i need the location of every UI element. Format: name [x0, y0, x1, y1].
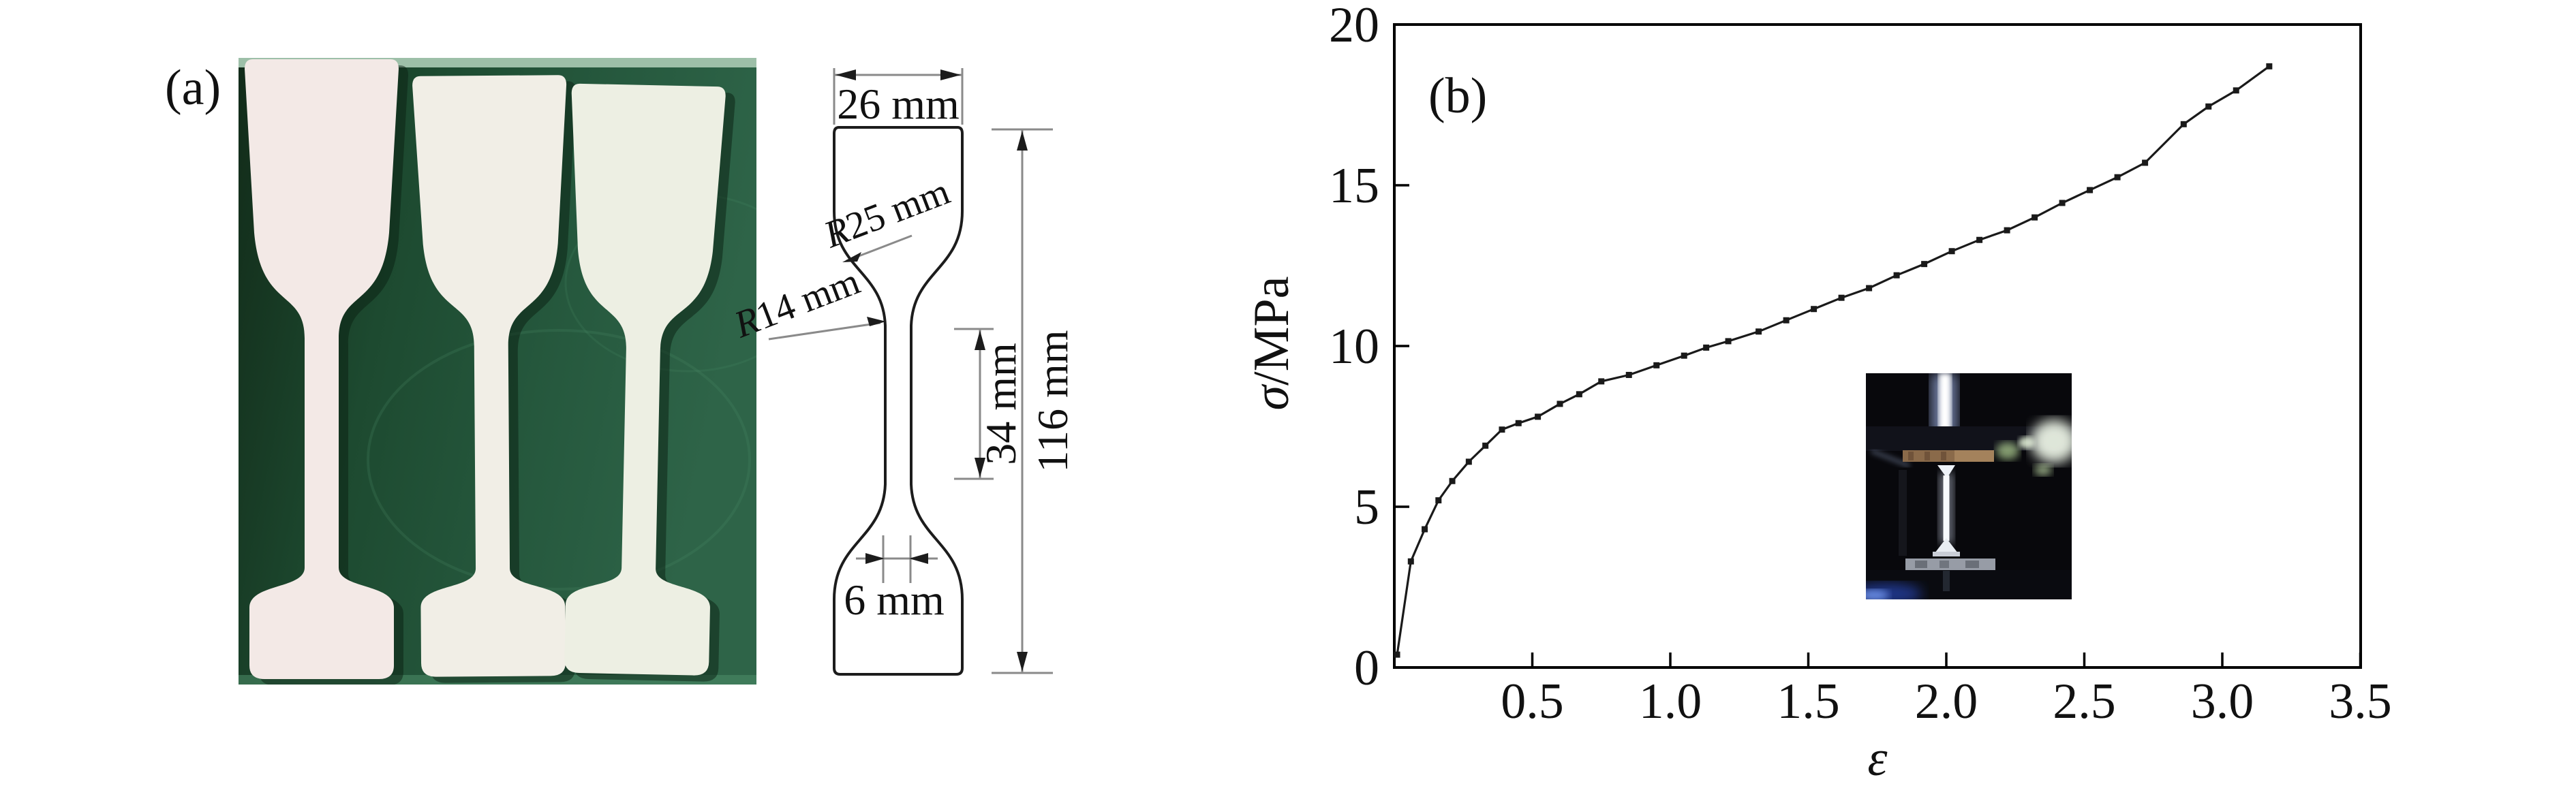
data-point-marker: [2114, 174, 2121, 180]
axis-tick-labels: 0.5 1.0 1.5 2.0 2.5 3.0 3.5 0 5 10 15 20: [1329, 0, 2392, 729]
stretched-specimen-bottom: [1935, 538, 1958, 553]
data-point-marker: [1755, 328, 1762, 335]
data-point-marker: [1725, 338, 1732, 345]
grip-notch: [1925, 452, 1930, 460]
y-tick-label: 0: [1354, 640, 1379, 696]
stress-strain-curve: [1394, 63, 2273, 658]
data-point-marker: [1866, 285, 1873, 292]
grip-notch: [1941, 452, 1946, 460]
data-point-marker: [1465, 458, 1472, 465]
x-tick-label: 3.5: [2329, 674, 2392, 729]
dogbone-specimens: [245, 59, 726, 679]
dim-gauge-width-label: 6 mm: [844, 576, 945, 624]
tensile-test-inset-photo: [1866, 373, 2072, 599]
dim-gauge-length-label: 34 mm: [977, 343, 1025, 465]
x-tick-label: 2.0: [1915, 674, 1978, 729]
bokeh-light: [1996, 442, 2019, 460]
data-point-marker: [1625, 371, 1632, 378]
dimension-top-width: 26 mm: [833, 68, 964, 128]
data-point-marker: [1893, 272, 1900, 279]
dogbone-outline: [833, 126, 964, 676]
data-point-marker: [1499, 426, 1505, 433]
data-point-marker: [2031, 214, 2038, 221]
data-point-marker: [1407, 558, 1414, 565]
x-tick-label: 3.0: [2191, 674, 2254, 729]
blue-glow-core: [1866, 590, 1889, 599]
dimension-gauge-width: 6 mm: [844, 535, 945, 624]
data-point-marker: [1598, 378, 1605, 385]
platform-texture: [1915, 561, 1927, 568]
data-point-marker: [1681, 352, 1687, 359]
axis-ticks: [1394, 184, 2362, 667]
machine-strut: [1899, 470, 1907, 556]
data-point-marker: [2233, 87, 2239, 94]
y-tick-label: 20: [1329, 0, 1379, 53]
data-point-marker: [2004, 227, 2010, 234]
data-point-marker: [1449, 477, 1456, 484]
dim-top-width-label: 26 mm: [837, 80, 960, 128]
data-point-marker: [2266, 63, 2273, 69]
x-axis-title: ε: [1867, 731, 1888, 786]
data-point-marker: [1422, 526, 1428, 533]
data-point-marker: [1435, 497, 1442, 504]
y-axis-title: σ/MPa: [1247, 277, 1300, 411]
bokeh-window-light: [2031, 420, 2072, 463]
x-tick-label: 2.5: [2053, 674, 2116, 729]
data-point-marker: [1535, 413, 1542, 420]
bokeh-light: [2034, 465, 2052, 475]
sigma-symbol: σ: [1247, 383, 1300, 410]
data-point-marker: [1921, 261, 1928, 268]
upper-grip-highlight: [1954, 450, 1994, 462]
specimen-base: [1933, 552, 1960, 556]
data-point-marker: [1703, 344, 1710, 351]
y-axis-unit: /MPa: [1247, 277, 1300, 386]
x-tick-label: 1.5: [1777, 674, 1840, 729]
data-point-marker: [1394, 651, 1400, 658]
data-point-marker: [1576, 391, 1582, 398]
data-point-marker: [2142, 159, 2149, 166]
stretched-specimen-gauge: [1943, 475, 1950, 541]
dim-total-length-label: 116 mm: [1028, 330, 1077, 472]
x-tick-label: 0.5: [1501, 674, 1564, 729]
data-point-marker: [2180, 121, 2187, 127]
panel-a-label: (a): [165, 60, 221, 116]
radius-value: 14 mm: [750, 260, 865, 338]
platform-texture: [1939, 561, 1949, 568]
dogbone-specimen-2: [412, 75, 567, 677]
stretched-specimen-top: [1937, 465, 1955, 478]
data-point-marker: [2087, 187, 2094, 193]
dogbone-specimen-3: [564, 83, 726, 676]
specimen-reflection: [1943, 571, 1950, 591]
dimension-gauge-length: 34 mm: [954, 328, 1025, 480]
panel-b-label: (b): [1428, 68, 1488, 124]
mat-circle-mark: [367, 329, 751, 591]
dimension-total-length: 116 mm: [992, 128, 1077, 674]
curve-line: [1396, 65, 2270, 655]
grip-notch: [1908, 452, 1914, 460]
light-streak: [1939, 373, 1951, 433]
specimens-photo: [239, 58, 756, 685]
reflection-streak: [1871, 449, 1910, 468]
specimen-drawing: 26 mm R25 mm R14 mm 34 mm: [736, 68, 1077, 676]
y-tick-label: 5: [1354, 480, 1379, 535]
data-point-marker: [1653, 362, 1660, 368]
data-point-marker: [2059, 200, 2066, 206]
data-point-marker: [1838, 294, 1845, 301]
y-tick-label: 15: [1329, 158, 1379, 214]
data-point-marker: [1783, 317, 1790, 324]
data-point-marker: [1482, 442, 1489, 449]
data-point-marker: [2205, 103, 2212, 110]
stress-strain-chart: 0.5 1.0 1.5 2.0 2.5 3.0 3.5 0 5 10 15 20 σ/MPa ε: [1247, 0, 2392, 786]
bokeh-light: [2019, 437, 2035, 449]
data-point-marker: [1515, 420, 1522, 426]
x-tick-label: 1.0: [1639, 674, 1702, 729]
dogbone-specimen-1: [245, 59, 399, 679]
y-tick-label: 10: [1329, 319, 1379, 375]
platform-texture: [1965, 561, 1979, 568]
data-point-marker: [1557, 400, 1563, 407]
data-point-marker: [1976, 236, 1983, 243]
data-point-marker: [1948, 248, 1955, 255]
data-point-marker: [1811, 306, 1818, 313]
